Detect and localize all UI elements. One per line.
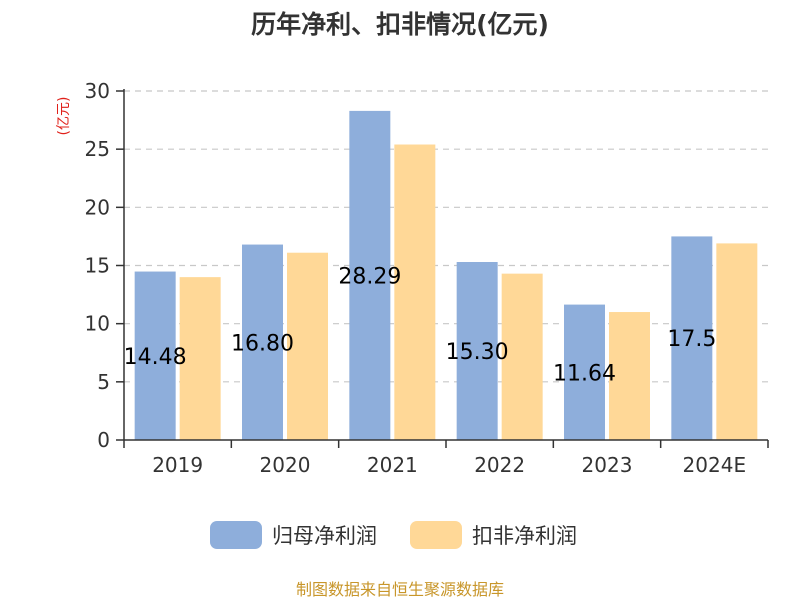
bar-deducted-net-profit-2021 bbox=[394, 144, 436, 440]
legend: 归母净利润 扣非净利润 bbox=[210, 521, 577, 549]
bar-deducted-net-profit-2023 bbox=[609, 312, 650, 440]
data-label: 28.29 bbox=[338, 264, 401, 289]
y-tick-label: 30 bbox=[85, 79, 110, 103]
legend-label: 扣非净利润 bbox=[472, 524, 577, 548]
y-tick-label: 0 bbox=[97, 428, 110, 452]
bar-parent-net-profit-2020 bbox=[242, 244, 283, 440]
data-label: 16.80 bbox=[231, 331, 294, 356]
x-axis-ticks: 2019 2020 2021 2022 2023 2024E bbox=[123, 440, 769, 477]
x-tick-label: 2021 bbox=[367, 453, 418, 477]
x-tick-label: 2022 bbox=[474, 453, 525, 477]
legend-label: 归母净利润 bbox=[272, 524, 377, 548]
data-label: 14.48 bbox=[124, 345, 187, 370]
data-label: 11.64 bbox=[553, 361, 616, 386]
chart-title: 历年净利、扣非情况(亿元) bbox=[251, 10, 549, 39]
x-tick-label: 2020 bbox=[260, 453, 311, 477]
data-labels: 14.48 16.80 28.29 15.30 11.64 17.5 bbox=[124, 264, 717, 386]
bar-deducted-net-profit-2024E bbox=[716, 243, 758, 440]
y-tick-label: 15 bbox=[85, 254, 110, 278]
bars bbox=[134, 110, 758, 440]
legend-swatch bbox=[210, 521, 262, 549]
data-label: 17.5 bbox=[667, 327, 716, 352]
bar-parent-net-profit-2024E bbox=[671, 236, 713, 440]
x-tick-label: 2019 bbox=[152, 453, 203, 477]
bar-parent-net-profit-2023 bbox=[564, 304, 605, 440]
x-tick-label: 2024E bbox=[683, 453, 747, 477]
y-tick-label: 10 bbox=[85, 312, 110, 336]
source-note: 制图数据来自恒生聚源数据库 bbox=[296, 580, 504, 599]
bar-deducted-net-profit-2020 bbox=[287, 252, 328, 440]
legend-swatch bbox=[410, 521, 462, 549]
bar-deducted-net-profit-2019 bbox=[179, 277, 221, 440]
data-label: 15.30 bbox=[446, 340, 509, 365]
gridlines bbox=[124, 90, 768, 383]
bar-parent-net-profit-2022 bbox=[456, 262, 498, 440]
y-tick-label: 20 bbox=[85, 195, 110, 219]
bar-deducted-net-profit-2022 bbox=[501, 273, 543, 440]
bar-parent-net-profit-2021 bbox=[349, 110, 391, 440]
y-tick-label: 5 bbox=[97, 370, 110, 394]
y-tick-label: 25 bbox=[85, 137, 110, 161]
bar-parent-net-profit-2019 bbox=[134, 271, 176, 440]
y-axis-ticks: 0 5 10 15 20 25 30 bbox=[85, 79, 124, 452]
y-axis-label: (亿元) bbox=[56, 97, 72, 136]
x-tick-label: 2023 bbox=[582, 453, 633, 477]
